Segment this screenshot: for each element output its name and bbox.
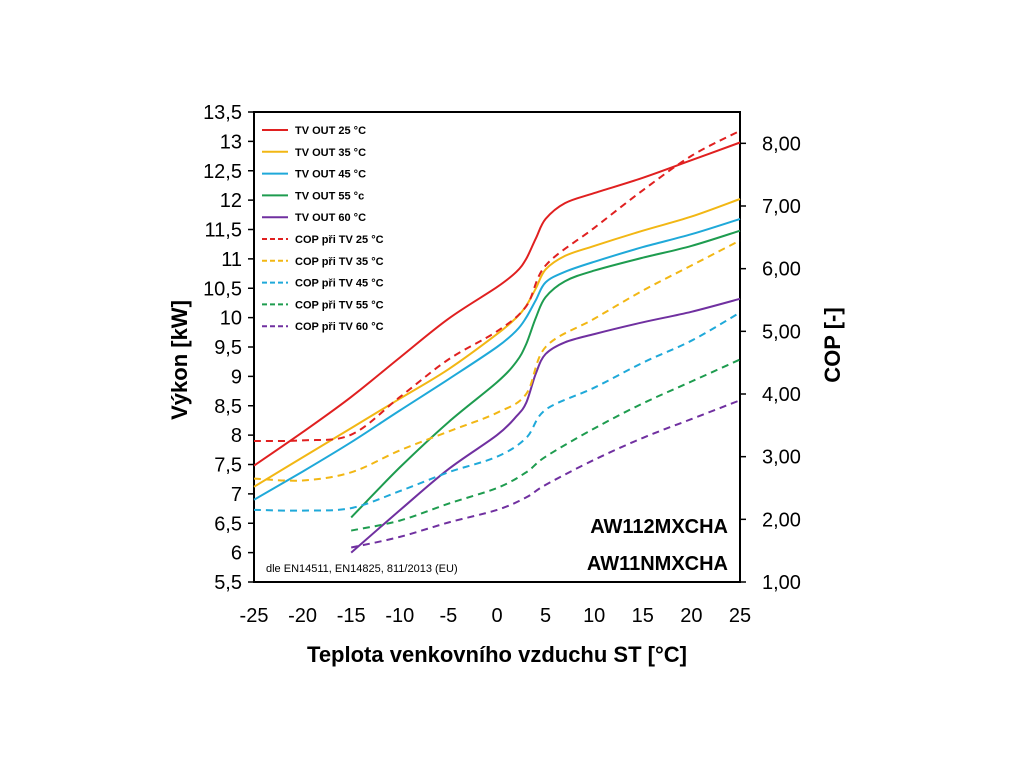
legend-label-10: COP při TV 60 °C — [295, 321, 384, 333]
y2-tick-label: 1,00 — [762, 572, 801, 594]
y-tick-label: 11 — [221, 249, 242, 271]
y-tick-label: 5,5 — [214, 572, 242, 594]
legend-label-4: TV OUT 55 °c — [295, 190, 364, 202]
legend-label-1: TV OUT 25 °C — [295, 125, 366, 137]
y-tick-label: 7 — [231, 484, 242, 506]
y-tick-label: 7,5 — [214, 455, 242, 477]
y2-tick-label: 5,00 — [762, 321, 801, 343]
y-tick-label: 6 — [231, 543, 242, 565]
model-label-2: AW11NMXCHA — [587, 553, 728, 575]
x-tick-label: -15 — [337, 605, 366, 627]
legend: TV OUT 25 °C TV OUT 35 °C TV OUT 45 °C TV O… — [262, 125, 384, 333]
y2-tick-label: 6,00 — [762, 259, 801, 281]
y-tick-label: 13,5 — [203, 102, 242, 124]
x-tick-label: 5 — [540, 605, 551, 627]
x-tick-label: 20 — [680, 605, 702, 627]
legend-label-6: COP při TV 25 °C — [295, 234, 384, 246]
x-tick-label: -20 — [288, 605, 317, 627]
y-tick-label: 12,5 — [203, 161, 242, 183]
y-tick-label: 9,5 — [214, 337, 242, 359]
y-tick-label: 12 — [220, 190, 242, 212]
y2-tick-label: 3,00 — [762, 447, 801, 469]
legend-label-5: TV OUT 60 °C — [295, 212, 366, 224]
series-line-4 — [350, 229, 741, 519]
y2-axis-title: COP [-] — [820, 307, 845, 382]
x-tick-label: 0 — [491, 605, 502, 627]
y-axis-title: Výkon [kW] — [167, 300, 192, 420]
legend-label-9: COP při TV 55 °C — [295, 299, 384, 311]
y-tick-label: 11,5 — [205, 220, 242, 242]
x-tick-label: -25 — [240, 605, 269, 627]
y-tick-label: 13 — [220, 131, 242, 153]
series-line-9 — [350, 358, 741, 532]
y-tick-label: 8,5 — [214, 396, 242, 418]
model-label-1: AW112MXCHA — [590, 516, 728, 538]
legend-label-2: TV OUT 35 °C — [295, 147, 366, 159]
y2-tick-label: 4,00 — [762, 384, 801, 406]
y-tick-label: 6,5 — [214, 513, 242, 535]
y-tick-label: 9 — [231, 366, 242, 388]
series-line-7 — [253, 239, 741, 482]
y-tick-label: 8 — [231, 425, 242, 447]
series-line-10 — [350, 399, 741, 549]
series-line-8 — [253, 311, 741, 512]
y-tick-label: 10 — [220, 308, 242, 330]
standards-note: dle EN14511, EN14825, 811/2013 (EU) — [266, 563, 458, 575]
y2-tick-label: 8,00 — [762, 133, 801, 155]
legend-label-8: COP při TV 45 °C — [295, 278, 384, 290]
y-tick-label: 10,5 — [203, 278, 242, 300]
legend-label-7: COP při TV 35 °C — [295, 256, 384, 268]
x-tick-label: 15 — [632, 605, 654, 627]
x-tick-label: -5 — [440, 605, 458, 627]
y-axis-ticks: 5,5 6 6,5 7 7,5 8 8,5 9 9,5 10 10,5 11 11,5 12 12,5 13 1… — [203, 102, 254, 594]
y2-tick-label: 2,00 — [762, 509, 801, 531]
y2-axis-ticks: 1,00 2,00 3,00 4,00 5,00 6,00 7,00 8,00 — [740, 133, 801, 594]
x-tick-label: 25 — [729, 605, 751, 627]
x-axis-ticks: -25 -20 -15 -10 -5 0 5 10 15 20 25 — [240, 605, 752, 627]
series-line-1 — [253, 141, 741, 467]
series-line-3 — [253, 217, 741, 501]
x-tick-label: -10 — [385, 605, 414, 627]
x-tick-label: 10 — [583, 605, 605, 627]
series-layer — [253, 129, 741, 554]
series-line-5 — [350, 297, 741, 554]
legend-label-3: TV OUT 45 °C — [295, 169, 366, 181]
x-axis-title: Teplota venkovního vzduchu ST [°C] — [307, 642, 687, 667]
y2-tick-label: 7,00 — [762, 196, 801, 218]
